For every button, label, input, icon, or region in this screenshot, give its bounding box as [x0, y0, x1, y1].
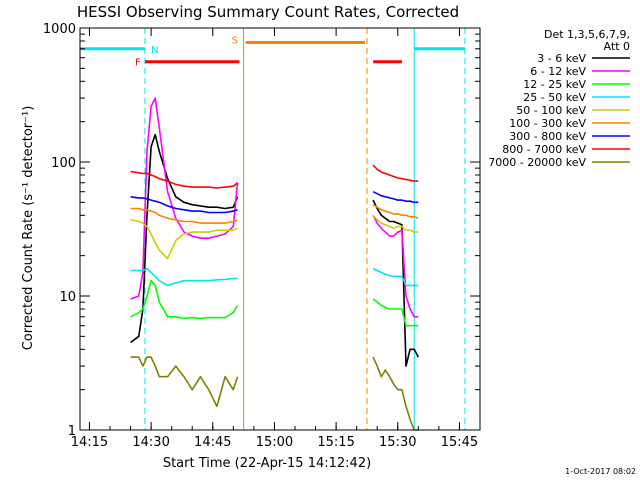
y-tick-label: 1000 — [43, 22, 76, 37]
x-tick-label: 14:45 — [194, 435, 231, 450]
series-line — [130, 356, 419, 431]
x-tick-label: 15:00 — [256, 435, 293, 450]
legend-entry: 100 - 300 keV — [509, 117, 586, 130]
x-tick-label: 14:30 — [132, 435, 169, 450]
legend-entry: 3 - 6 keV — [537, 52, 586, 65]
flag-label: F — [135, 58, 141, 69]
axes-layer: 14:15 14:30 14:45 15:00 15:15 15:30 15:45 1 10 10… — [43, 22, 481, 450]
y-tick-label: 100 — [51, 156, 76, 171]
legend-entry: 6 - 12 keV — [530, 65, 586, 78]
legend-entry: 300 - 800 keV — [509, 130, 586, 143]
series-line — [130, 267, 419, 287]
legend-entry: 800 - 7000 keV — [502, 143, 586, 156]
series-line — [130, 164, 419, 189]
x-tick-label: 15:15 — [317, 435, 354, 450]
legend-title: Det 1,3,5,6,7,9, — [544, 28, 630, 41]
series-line — [130, 214, 419, 260]
y-axis-label: Corrected Count Rate (s⁻¹ detector⁻¹) — [21, 106, 36, 351]
flag-label: N — [151, 45, 158, 56]
plot-frame — [79, 27, 481, 431]
legend-entry: 50 - 100 keV — [516, 104, 586, 117]
markers-layer: NF S — [80, 28, 466, 430]
series-line — [130, 204, 419, 224]
series-line — [130, 190, 419, 214]
legend-entry: 12 - 25 keV — [523, 78, 586, 91]
legend-entry: 25 - 50 keV — [523, 91, 586, 104]
series-layer — [130, 97, 420, 431]
y-tick-label: 10 — [59, 290, 76, 305]
x-tick-label: 15:30 — [379, 435, 416, 450]
footer-timestamp: 1-Oct-2017 08:02 — [565, 467, 636, 476]
series-line — [130, 279, 419, 327]
flag-label: S — [232, 36, 238, 47]
legend-title: Att 0 — [604, 40, 630, 53]
x-axis-label: Start Time (22-Apr-15 14:12:42) — [163, 456, 371, 471]
x-tick-label: 14:15 — [71, 435, 108, 450]
legend-entry: 7000 - 20000 keV — [488, 156, 586, 169]
chart-title: HESSI Observing Summary Count Rates, Cor… — [77, 3, 459, 21]
x-tick-label: 15:45 — [441, 435, 478, 450]
y-tick-label: 1 — [68, 424, 76, 439]
series-line — [130, 133, 420, 367]
series-line — [130, 97, 419, 318]
